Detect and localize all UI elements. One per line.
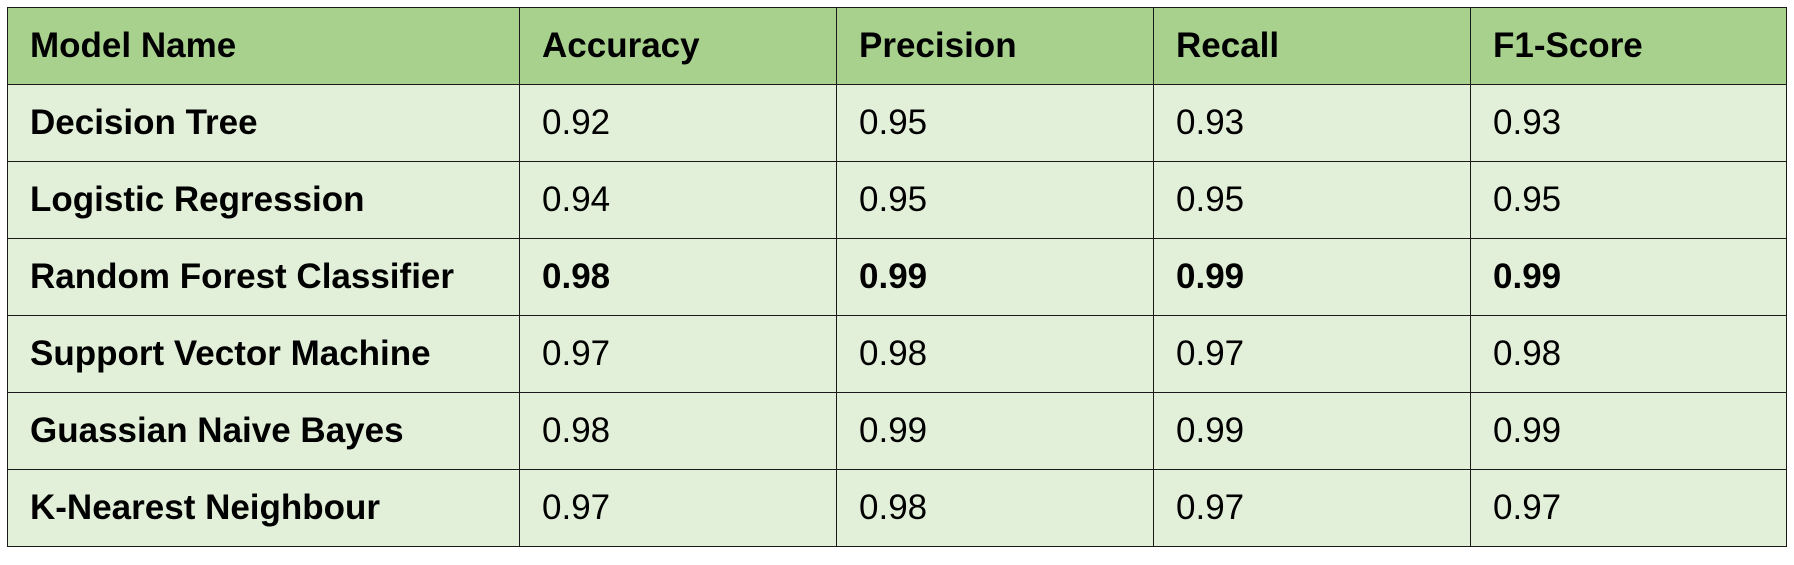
f1-score-cell: 0.99 [1470, 238, 1787, 316]
accuracy-cell: 0.97 [519, 315, 837, 393]
f1-score-cell: 0.97 [1470, 469, 1787, 547]
precision-cell: 0.99 [836, 392, 1154, 470]
precision-cell: 0.95 [836, 161, 1154, 239]
model-name-cell: Support Vector Machine [7, 315, 520, 393]
model-name-cell: K-Nearest Neighbour [7, 469, 520, 547]
header-f1-score: F1-Score [1470, 7, 1787, 85]
accuracy-cell: 0.98 [519, 392, 837, 470]
recall-cell: 0.99 [1153, 392, 1471, 470]
recall-cell: 0.97 [1153, 469, 1471, 547]
header-model-name: Model Name [7, 7, 520, 85]
accuracy-cell: 0.94 [519, 161, 837, 239]
header-accuracy: Accuracy [519, 7, 837, 85]
table-body: Decision Tree 0.92 0.95 0.93 0.93 Logist… [7, 84, 1787, 547]
table-row: Logistic Regression 0.94 0.95 0.95 0.95 [7, 161, 1787, 239]
accuracy-cell: 0.92 [519, 84, 837, 162]
model-name-cell: Random Forest Classifier [7, 238, 520, 316]
recall-cell: 0.95 [1153, 161, 1471, 239]
model-metrics-table: Model Name Accuracy Precision Recall F1-… [7, 7, 1787, 547]
header-precision: Precision [836, 7, 1154, 85]
f1-score-cell: 0.98 [1470, 315, 1787, 393]
f1-score-cell: 0.95 [1470, 161, 1787, 239]
recall-cell: 0.93 [1153, 84, 1471, 162]
precision-cell: 0.99 [836, 238, 1154, 316]
model-name-cell: Decision Tree [7, 84, 520, 162]
precision-cell: 0.95 [836, 84, 1154, 162]
table-row: Support Vector Machine 0.97 0.98 0.97 0.… [7, 315, 1787, 393]
f1-score-cell: 0.99 [1470, 392, 1787, 470]
table-row: K-Nearest Neighbour 0.97 0.98 0.97 0.97 [7, 469, 1787, 547]
table-row: Guassian Naive Bayes 0.98 0.99 0.99 0.99 [7, 392, 1787, 470]
model-name-cell: Guassian Naive Bayes [7, 392, 520, 470]
f1-score-cell: 0.93 [1470, 84, 1787, 162]
accuracy-cell: 0.98 [519, 238, 837, 316]
recall-cell: 0.97 [1153, 315, 1471, 393]
header-recall: Recall [1153, 7, 1471, 85]
precision-cell: 0.98 [836, 469, 1154, 547]
accuracy-cell: 0.97 [519, 469, 837, 547]
table-header: Model Name Accuracy Precision Recall F1-… [7, 7, 1787, 85]
table-row: Random Forest Classifier 0.98 0.99 0.99 … [7, 238, 1787, 316]
model-name-cell: Logistic Regression [7, 161, 520, 239]
precision-cell: 0.98 [836, 315, 1154, 393]
table-row: Decision Tree 0.92 0.95 0.93 0.93 [7, 84, 1787, 162]
recall-cell: 0.99 [1153, 238, 1471, 316]
header-row: Model Name Accuracy Precision Recall F1-… [7, 7, 1787, 85]
results-table-container: Model Name Accuracy Precision Recall F1-… [7, 7, 1787, 547]
